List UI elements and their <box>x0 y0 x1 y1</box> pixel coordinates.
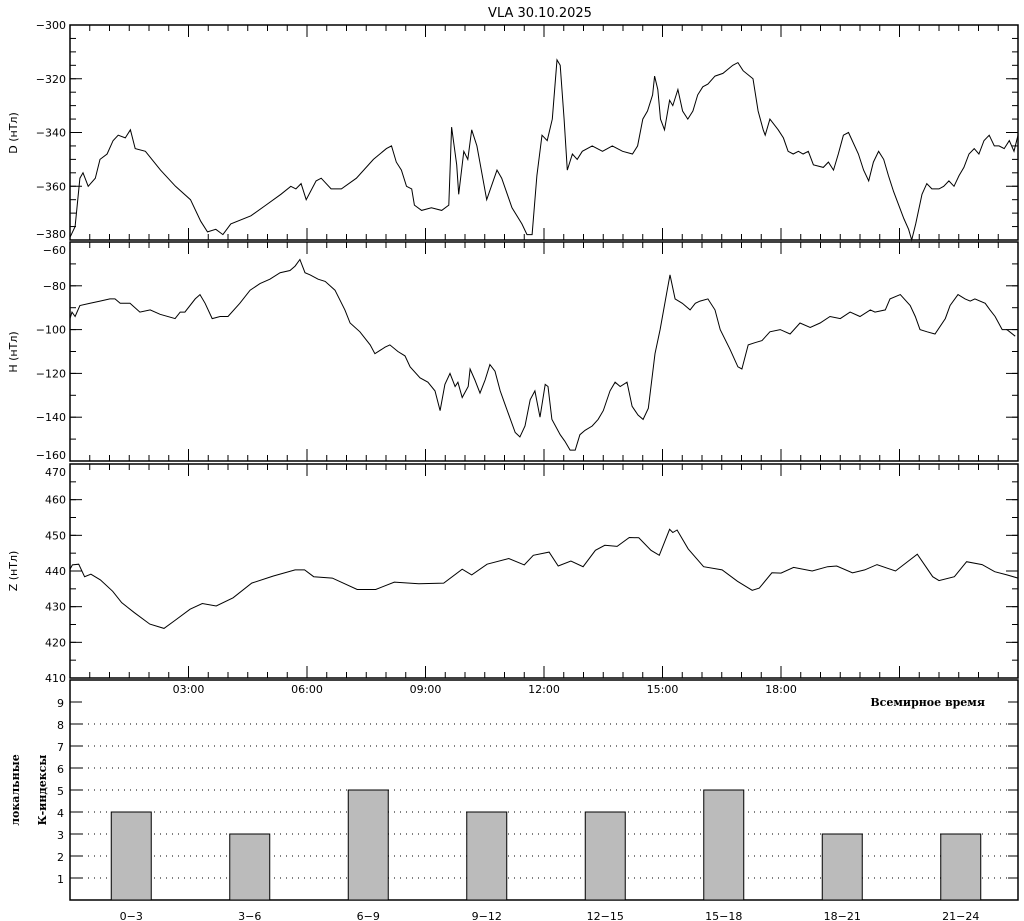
z-axis-label: Z (нТл) <box>7 551 20 592</box>
k-y-tick-label: 3 <box>57 829 64 842</box>
d-component-line <box>69 58 1019 242</box>
x-tick-label: 06:00 <box>291 683 323 696</box>
y-tick-label: −380 <box>36 228 66 241</box>
y-tick-label: −300 <box>36 19 66 32</box>
y-tick-label: −60 <box>43 244 66 257</box>
h-component-line <box>69 258 1016 451</box>
x-tick-label: 15:00 <box>647 683 679 696</box>
k-index-bar-15-18 <box>703 789 745 901</box>
d-axis-label: D (нТл) <box>7 112 20 154</box>
panel-frame-0 <box>69 24 1019 241</box>
y-tick-label: −80 <box>43 280 66 293</box>
k-y-tick-label: 2 <box>57 851 64 864</box>
k-category-label: 15−18 <box>705 910 742 921</box>
k-category-label: 21−24 <box>942 910 979 921</box>
y-tick-label: 450 <box>45 529 66 542</box>
k-axis-label-line2: К-индексы <box>36 755 49 826</box>
y-tick-label: −160 <box>36 449 66 462</box>
y-tick-label: 440 <box>45 565 66 578</box>
y-tick-label: −360 <box>36 180 66 193</box>
k-category-label: 0−3 <box>120 910 143 921</box>
k-category-label: 12−15 <box>587 910 624 921</box>
k-index-bar-0-3 <box>110 811 152 901</box>
y-tick-label: 430 <box>45 601 66 614</box>
chart-title: VLA 30.10.2025 <box>488 6 592 21</box>
y-tick-label: 420 <box>45 636 66 649</box>
y-tick-label: 410 <box>45 672 66 685</box>
k-y-tick-label: 5 <box>57 785 64 798</box>
y-tick-label: 460 <box>45 494 66 507</box>
k-index-bar-12-15 <box>584 811 626 901</box>
h-axis-label: H (нТл) <box>7 331 20 372</box>
y-tick-label: −320 <box>36 73 66 86</box>
z-component-line <box>69 528 1019 629</box>
k-index-bar-21-24 <box>940 833 982 901</box>
x-tick-label: 18:00 <box>765 683 797 696</box>
k-index-bar-3-6 <box>229 833 271 901</box>
y-tick-label: −340 <box>36 127 66 140</box>
panel-frame-1 <box>69 241 1019 462</box>
k-category-label: 18−21 <box>824 910 861 921</box>
k-y-tick-label: 6 <box>57 763 64 776</box>
k-axis-label-line1: локальные <box>9 754 22 825</box>
k-y-tick-label: 4 <box>57 807 64 820</box>
k-index-bar-18-21 <box>821 833 863 901</box>
time-axis-label: Всемирное время <box>870 696 985 709</box>
k-category-label: 6−9 <box>357 910 380 921</box>
y-tick-label: 470 <box>45 466 66 479</box>
k-y-tick-label: 8 <box>57 719 64 732</box>
x-tick-label: 09:00 <box>410 683 442 696</box>
k-y-tick-label: 1 <box>57 873 64 886</box>
k-category-label: 9−12 <box>472 910 502 921</box>
k-category-label: 3−6 <box>238 910 261 921</box>
k-y-tick-label: 9 <box>57 697 64 710</box>
x-tick-label: 12:00 <box>528 683 560 696</box>
panel-frame-2 <box>69 463 1019 679</box>
k-y-tick-label: 7 <box>57 741 64 754</box>
k-index-bar-9-12 <box>466 811 508 901</box>
x-tick-label: 03:00 <box>173 683 205 696</box>
y-tick-label: −140 <box>36 411 66 424</box>
y-tick-label: −100 <box>36 324 66 337</box>
k-index-bar-6-9 <box>347 789 389 901</box>
y-tick-label: −120 <box>36 367 66 380</box>
